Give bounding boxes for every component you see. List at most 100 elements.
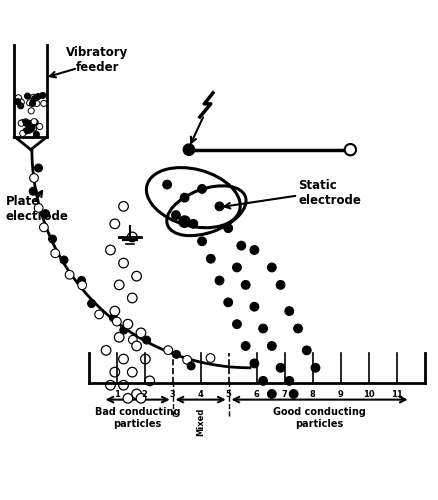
Circle shape [142,336,150,344]
Circle shape [188,220,197,228]
Circle shape [36,124,42,130]
Circle shape [95,310,103,319]
Text: Vibratory
feeder: Vibratory feeder [66,46,128,74]
Circle shape [136,328,145,338]
Circle shape [180,194,188,202]
Circle shape [206,354,214,362]
Circle shape [106,380,115,390]
Circle shape [171,210,180,220]
Circle shape [344,144,355,156]
Circle shape [34,204,43,212]
Circle shape [241,280,250,289]
Circle shape [267,390,276,398]
Circle shape [24,120,30,126]
Circle shape [284,376,293,385]
Text: 9: 9 [337,390,343,398]
Circle shape [289,390,297,398]
Circle shape [136,394,145,403]
Circle shape [302,346,311,354]
Circle shape [128,336,137,344]
Circle shape [29,188,37,195]
Circle shape [241,342,250,350]
Circle shape [183,144,194,156]
Circle shape [127,368,137,377]
Circle shape [131,272,141,281]
Circle shape [29,100,35,106]
Circle shape [31,118,37,124]
Circle shape [109,314,117,322]
Circle shape [250,302,258,311]
Circle shape [258,324,267,333]
Circle shape [39,92,46,98]
Circle shape [60,256,68,264]
Text: 3: 3 [170,390,175,398]
Circle shape [24,128,30,134]
Circle shape [197,184,206,194]
Text: 7: 7 [281,390,287,398]
Circle shape [14,98,21,104]
Circle shape [78,276,85,284]
Circle shape [131,341,141,351]
Circle shape [30,174,38,182]
Circle shape [237,242,245,250]
Circle shape [20,130,26,136]
Circle shape [110,368,119,377]
Circle shape [267,263,276,272]
Circle shape [18,99,24,105]
Circle shape [49,235,57,243]
Circle shape [30,94,36,100]
Circle shape [250,246,258,254]
Circle shape [163,346,172,354]
Circle shape [26,120,32,126]
Circle shape [215,202,223,210]
Circle shape [30,126,36,132]
Circle shape [28,108,34,114]
Circle shape [26,127,32,134]
Circle shape [140,354,150,364]
Circle shape [25,121,31,127]
Circle shape [23,119,29,125]
Text: 10: 10 [362,390,374,398]
Circle shape [123,320,132,329]
Circle shape [78,281,86,289]
Circle shape [16,96,22,102]
Circle shape [35,94,41,100]
Circle shape [114,280,124,289]
Circle shape [182,356,191,364]
Text: 6: 6 [253,390,259,398]
Circle shape [22,128,28,134]
Circle shape [197,237,206,246]
Text: Bad conducting
particles: Bad conducting particles [95,408,180,429]
Circle shape [276,280,284,289]
Circle shape [35,164,42,172]
Circle shape [172,350,180,358]
Text: Plate
electrode: Plate electrode [6,194,68,222]
Circle shape [114,332,124,342]
Circle shape [123,394,132,403]
Text: 2: 2 [141,390,147,398]
Circle shape [39,223,48,232]
Circle shape [223,298,232,306]
Circle shape [101,346,111,355]
Circle shape [250,359,258,368]
Circle shape [32,120,38,126]
Circle shape [29,124,35,130]
Circle shape [34,100,40,106]
Circle shape [215,276,223,285]
Circle shape [51,249,60,258]
Circle shape [232,320,241,328]
Circle shape [127,232,137,241]
Circle shape [110,219,119,228]
Circle shape [106,245,115,255]
Circle shape [18,103,24,109]
Circle shape [179,216,190,228]
Text: 4: 4 [197,390,203,398]
Circle shape [42,210,49,218]
Circle shape [18,120,24,126]
Text: 11: 11 [390,390,402,398]
Circle shape [267,342,276,350]
Circle shape [276,364,284,372]
Text: Good conducting
particles: Good conducting particles [272,408,365,429]
Circle shape [311,364,319,372]
Circle shape [118,354,128,364]
